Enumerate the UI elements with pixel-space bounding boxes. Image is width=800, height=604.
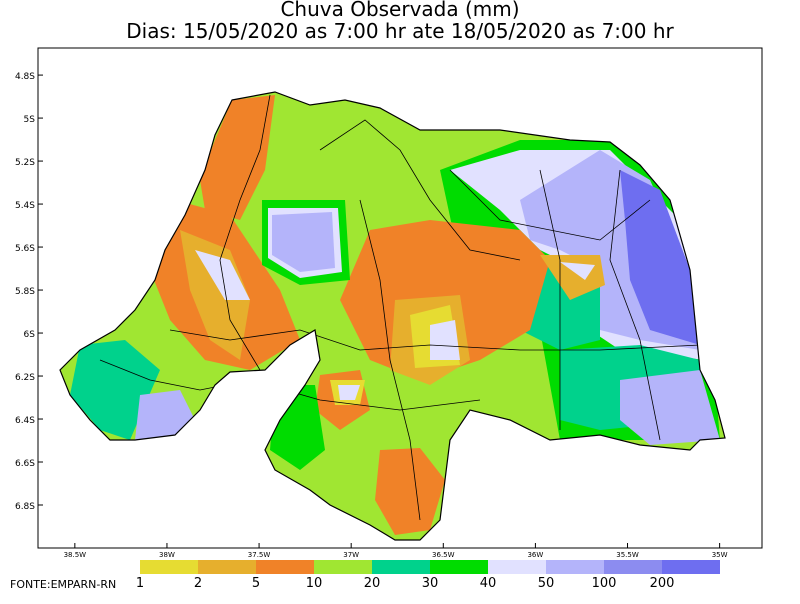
legend-swatch [488,560,546,574]
x-tick-label: 36.5W [432,551,455,559]
x-tick-label: 35.5W [616,551,639,559]
subtitle: Dias: 15/05/2020 as 7:00 hr ate 18/05/20… [126,19,674,43]
legend-swatch [314,560,372,574]
legend-swatch [198,560,256,574]
x-tick-label: 38W [159,551,175,559]
legend-label: 100 [592,576,617,591]
legend-label: 200 [650,576,675,591]
y-tick-label: 5.2S [15,158,35,168]
legend-label: 40 [480,576,497,591]
legend-label: 1 [136,576,144,591]
legend-label: 50 [538,576,555,591]
legend-label: 10 [306,576,323,591]
legend-swatch [256,560,314,574]
legend-swatch [604,560,662,574]
legend-label: 20 [364,576,381,591]
x-tick-label: 36W [527,551,543,559]
map-frame [37,47,763,549]
legend-swatch [546,560,604,574]
legend-label: 5 [252,576,260,591]
x-tick-label: 37.5W [248,551,271,559]
x-tick-label: 37W [343,551,359,559]
title: Chuva Observada (mm) [280,0,519,21]
x-tick-label: 35W [712,551,728,559]
legend-label: 30 [422,576,439,591]
y-tick-label: 5S [24,115,36,125]
y-tick-label: 5.8S [15,287,35,297]
source: FONTE:EMPARN-RN [10,578,116,591]
y-tick-label: 6S [24,330,36,340]
rain-field [60,92,725,540]
legend-swatch [372,560,430,574]
y-tick-label: 6.8S [15,502,35,512]
y-tick-label: 6.6S [15,459,35,469]
y-tick-label: 6.2S [15,373,35,383]
y-tick-label: 4.8S [15,72,35,82]
legend-swatch [140,560,198,574]
y-tick-label: 5.4S [15,201,35,211]
y-tick-label: 6.4S [15,416,35,426]
state-outline [59,91,726,541]
x-tick-label: 38.5W [64,551,87,559]
y-tick-label: 5.6S [15,244,35,254]
legend-swatch [430,560,488,574]
legend-label: 2 [194,576,202,591]
legend-swatch [662,560,720,574]
